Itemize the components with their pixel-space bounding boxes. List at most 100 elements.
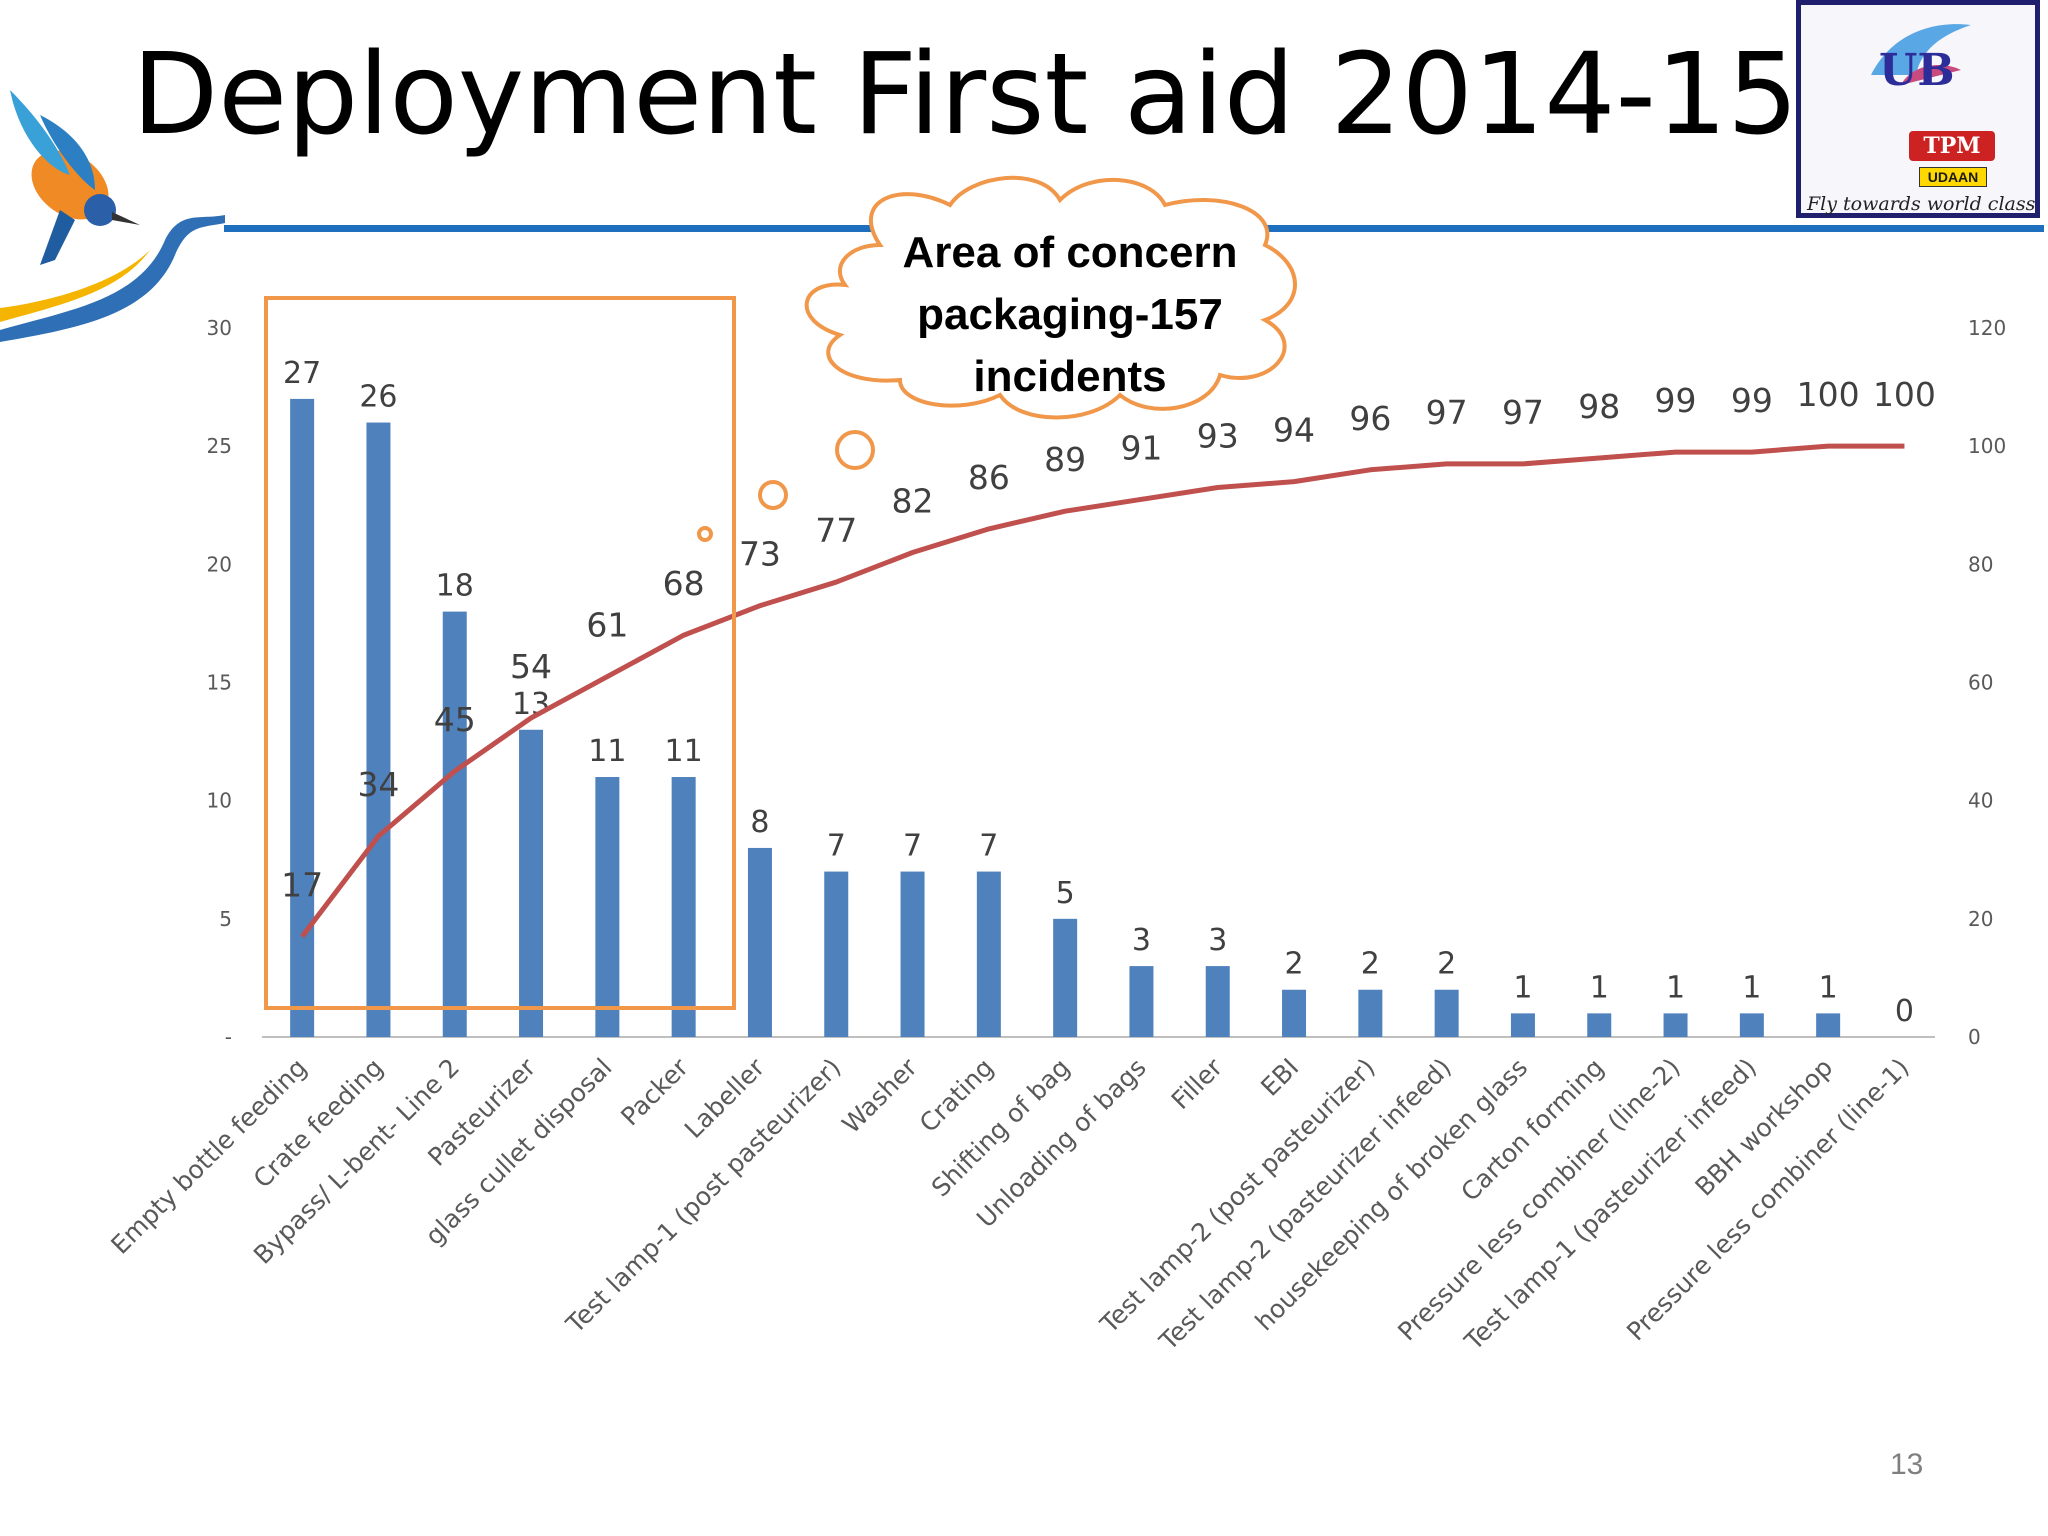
left-tick-label: 10 bbox=[207, 789, 232, 813]
bar bbox=[1510, 1013, 1535, 1037]
bar bbox=[290, 398, 315, 1037]
right-tick-label: 80 bbox=[1968, 552, 1993, 576]
bird-logo-icon bbox=[0, 90, 225, 342]
logo-ribbon: UDAAN bbox=[1919, 167, 1987, 187]
left-tick-label: 25 bbox=[207, 434, 232, 458]
bar-value-label: 26 bbox=[359, 380, 397, 415]
bar bbox=[1587, 1013, 1612, 1037]
bar-value-label: 2 bbox=[1361, 947, 1380, 982]
category-label: Washer bbox=[837, 1052, 924, 1139]
bar-value-label: 5 bbox=[1056, 876, 1075, 911]
cumulative-value-label: 100 bbox=[1797, 375, 1860, 414]
bar-value-label: 1 bbox=[1819, 970, 1838, 1005]
bar-value-label: 0 bbox=[1895, 994, 1914, 1029]
bar-value-label: 3 bbox=[1132, 923, 1151, 958]
cumulative-line-series bbox=[300, 443, 1905, 939]
cumulative-line bbox=[300, 443, 1905, 939]
bar bbox=[519, 729, 544, 1037]
category-label: Shifting of bag bbox=[926, 1053, 1076, 1203]
bar-value-label: 18 bbox=[436, 569, 474, 604]
right-tick-label: 20 bbox=[1968, 907, 1993, 931]
bar-value-label: 27 bbox=[283, 356, 321, 391]
pegasus-icon bbox=[1871, 24, 1971, 85]
bar-value-label: 1 bbox=[1742, 970, 1761, 1005]
bar bbox=[1816, 1013, 1841, 1037]
cumulative-value-label: 54 bbox=[510, 647, 552, 686]
bar bbox=[671, 777, 696, 1037]
cumulative-value-label: 99 bbox=[1731, 381, 1773, 420]
bar-value-label: 1 bbox=[1666, 970, 1685, 1005]
left-axis: - 5 10 15 20 25 30 bbox=[207, 316, 232, 1049]
cumulative-value-label: 17 bbox=[281, 866, 323, 905]
bar-series bbox=[290, 398, 1841, 1037]
bar-value-label: 3 bbox=[1208, 923, 1227, 958]
bar bbox=[1358, 989, 1383, 1037]
cumulative-value-label: 73 bbox=[739, 535, 781, 574]
category-label: housekeeping of broken glass bbox=[1250, 1053, 1534, 1337]
category-label: Pressure less combiner (line-2) bbox=[1392, 1053, 1686, 1347]
cumulative-value-label: 96 bbox=[1349, 399, 1391, 438]
cumulative-value-label: 94 bbox=[1273, 411, 1315, 450]
bar-value-label: 1 bbox=[1513, 970, 1532, 1005]
cumulative-value-label: 61 bbox=[586, 606, 628, 645]
category-label: Carton forming bbox=[1455, 1053, 1609, 1207]
bar-value-label: 11 bbox=[665, 734, 703, 769]
callout-line-3: incidents bbox=[973, 352, 1167, 401]
cumulative-value-label: 91 bbox=[1120, 428, 1162, 467]
cumulative-value-label: 98 bbox=[1578, 387, 1620, 426]
bar bbox=[747, 847, 772, 1037]
left-tick-label: - bbox=[225, 1025, 232, 1049]
bar-value-label: 11 bbox=[588, 734, 626, 769]
category-label: Crate feeding bbox=[248, 1053, 389, 1194]
bar-value-label: 1 bbox=[1590, 970, 1609, 1005]
category-label: Test lamp-2 (post pasteurizer) bbox=[1094, 1053, 1381, 1340]
left-tick-label: 5 bbox=[219, 907, 232, 931]
bar bbox=[824, 871, 849, 1037]
page-title: Deployment First aid 2014-15 bbox=[132, 30, 1799, 160]
cumulative-value-label: 68 bbox=[663, 564, 705, 603]
category-label: Test lamp-1 (post pasteurizer) bbox=[560, 1053, 847, 1340]
callout-line-2: packaging-157 bbox=[917, 290, 1223, 339]
right-tick-label: 60 bbox=[1968, 671, 1993, 695]
cumulative-value-label: 99 bbox=[1655, 381, 1697, 420]
category-label: BBH workshop bbox=[1689, 1053, 1838, 1202]
callout-line-1: Area of concern bbox=[902, 228, 1238, 277]
bar bbox=[1739, 1013, 1764, 1037]
logo-letters: UB bbox=[1879, 45, 1955, 96]
cumulative-value-label: 100 bbox=[1873, 375, 1936, 414]
bar bbox=[976, 871, 1001, 1037]
callout-text: Area of concern packaging-157 incidents bbox=[880, 222, 1260, 408]
bar-value-label: 7 bbox=[979, 829, 998, 864]
bar bbox=[1129, 966, 1154, 1037]
cumulative-value-label: 34 bbox=[357, 765, 399, 804]
left-tick-label: 15 bbox=[207, 671, 232, 695]
bar bbox=[595, 777, 620, 1037]
cumulative-value-label: 93 bbox=[1197, 417, 1239, 456]
logo-tagline: Fly towards world class bbox=[1807, 193, 2036, 215]
cumulative-value-label: 77 bbox=[815, 511, 857, 550]
bar-value-label: 2 bbox=[1285, 947, 1304, 982]
right-tick-label: 0 bbox=[1968, 1025, 1981, 1049]
category-label: Pressure less combiner (line-1) bbox=[1621, 1053, 1915, 1347]
category-label: Filler bbox=[1166, 1052, 1229, 1115]
left-tick-label: 30 bbox=[207, 316, 232, 340]
logo-badge: TPM bbox=[1909, 131, 1995, 161]
cumulative-value-label: 82 bbox=[892, 482, 934, 521]
right-tick-label: 120 bbox=[1968, 316, 2006, 340]
right-tick-label: 100 bbox=[1968, 434, 2006, 458]
cumulative-value-label: 97 bbox=[1426, 393, 1468, 432]
bar bbox=[1663, 1013, 1688, 1037]
bar-value-label: 2 bbox=[1437, 947, 1456, 982]
category-label: EBI bbox=[1255, 1053, 1304, 1102]
cumulative-value-label: 97 bbox=[1502, 393, 1544, 432]
bar bbox=[1282, 989, 1307, 1037]
company-logo: UB TPM UDAAN Fly towards world class bbox=[1796, 0, 2040, 218]
bar-value-label: 7 bbox=[903, 829, 922, 864]
bar bbox=[1205, 966, 1230, 1037]
bar bbox=[900, 871, 925, 1037]
bar bbox=[1053, 918, 1078, 1037]
